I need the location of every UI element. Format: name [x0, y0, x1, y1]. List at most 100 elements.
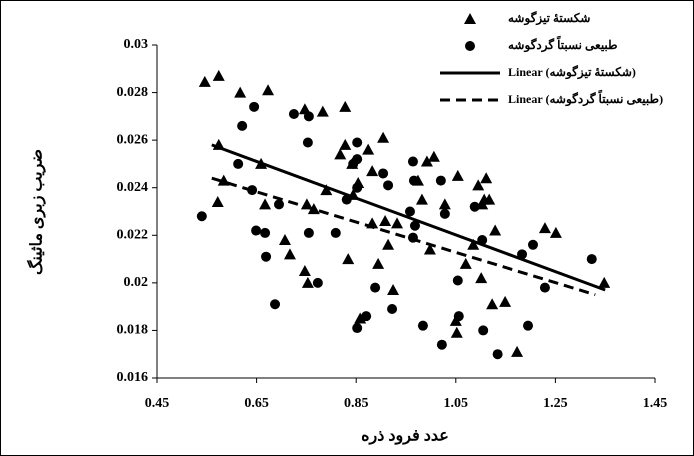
data-point [278, 234, 291, 246]
y-tick-label: 0.03 [124, 37, 149, 52]
data-point [408, 175, 419, 186]
data-point [387, 283, 400, 295]
data-point [527, 239, 538, 250]
data-point [212, 69, 225, 81]
data-point [407, 156, 418, 167]
data-point [372, 257, 385, 269]
data-point [404, 206, 415, 217]
data-point [449, 314, 462, 326]
trend-line [211, 176, 596, 297]
data-point [539, 282, 550, 293]
data-point [453, 311, 464, 322]
data-point [499, 295, 512, 307]
x-tick-label: 1.05 [444, 396, 469, 411]
data-point [247, 185, 258, 196]
data-point [435, 175, 446, 186]
data-point [260, 227, 271, 238]
data-point [415, 193, 428, 205]
data-point [320, 184, 333, 196]
data-point [511, 345, 524, 357]
legend-marker [465, 41, 475, 51]
data-point [467, 238, 480, 250]
data-point [307, 203, 320, 215]
x-tick-label: 1.25 [543, 396, 568, 411]
data-point [211, 195, 224, 207]
data-point [334, 148, 347, 160]
legend-label: شکستهٔ تیزگوشه [508, 10, 590, 26]
data-point [469, 201, 480, 212]
y-tick-label: 0.026 [117, 132, 149, 147]
data-point [316, 105, 329, 117]
data-point [478, 325, 489, 336]
data-point [549, 226, 562, 238]
data-point [492, 349, 503, 360]
data-point [598, 276, 611, 288]
data-point [451, 169, 464, 181]
data-point [339, 100, 352, 112]
data-point [261, 251, 272, 262]
y-tick-label: 0.028 [117, 85, 149, 100]
data-point [312, 277, 323, 288]
data-point [378, 168, 389, 179]
data-point [234, 86, 247, 98]
legend-label: Linear (طبیعی نسبتاً گردگوشه) [508, 89, 663, 107]
data-point [489, 224, 502, 236]
data-point [459, 257, 472, 269]
data-point [298, 264, 311, 276]
data-point [472, 179, 485, 191]
data-point [438, 198, 451, 210]
data-point [436, 339, 447, 350]
x-tick-label: 1.45 [643, 396, 668, 411]
data-point [352, 323, 363, 334]
data-point [417, 320, 428, 331]
x-tick-label: 0.45 [145, 396, 170, 411]
data-point [354, 312, 367, 324]
data-point [383, 180, 394, 191]
data-point [523, 320, 534, 331]
data-point [586, 254, 597, 265]
x-axis-title: عدد فرود ذره [361, 428, 449, 446]
data-point [486, 298, 499, 310]
data-point [270, 299, 281, 310]
data-point [196, 211, 207, 222]
y-axis-title: ضریب زبری ماثینگ [27, 149, 47, 275]
data-point [237, 120, 248, 131]
data-point [391, 217, 404, 229]
data-point [339, 138, 352, 150]
data-point [362, 143, 375, 155]
data-point [387, 304, 398, 315]
data-point [450, 326, 463, 338]
y-tick-label: 0.02 [124, 275, 149, 290]
data-point [198, 75, 211, 87]
data-point [382, 238, 395, 250]
data-point [274, 199, 285, 210]
data-point [439, 208, 450, 219]
legend-label: طبیعی نسبتاً گردگوشه [508, 35, 618, 53]
y-tick-label: 0.016 [117, 370, 149, 385]
data-point [249, 101, 260, 112]
data-point [423, 243, 436, 255]
data-point [538, 222, 551, 234]
x-tick-label: 0.85 [344, 396, 369, 411]
data-point [409, 220, 420, 231]
data-point [303, 227, 314, 238]
data-point [352, 154, 363, 165]
x-tick-label: 0.65 [244, 396, 269, 411]
data-point [352, 182, 363, 193]
data-point [217, 174, 230, 186]
data-point [259, 198, 272, 210]
data-point [301, 276, 314, 288]
data-point [288, 108, 299, 119]
data-point [352, 137, 363, 148]
data-point [303, 111, 314, 122]
data-point [480, 172, 493, 184]
data-point [302, 137, 313, 148]
data-point [377, 131, 390, 143]
data-point [379, 215, 392, 227]
y-tick-label: 0.018 [117, 323, 149, 338]
trend-line [211, 143, 606, 292]
data-point [262, 84, 275, 96]
data-point [483, 193, 496, 205]
y-tick-label: 0.022 [117, 228, 149, 243]
